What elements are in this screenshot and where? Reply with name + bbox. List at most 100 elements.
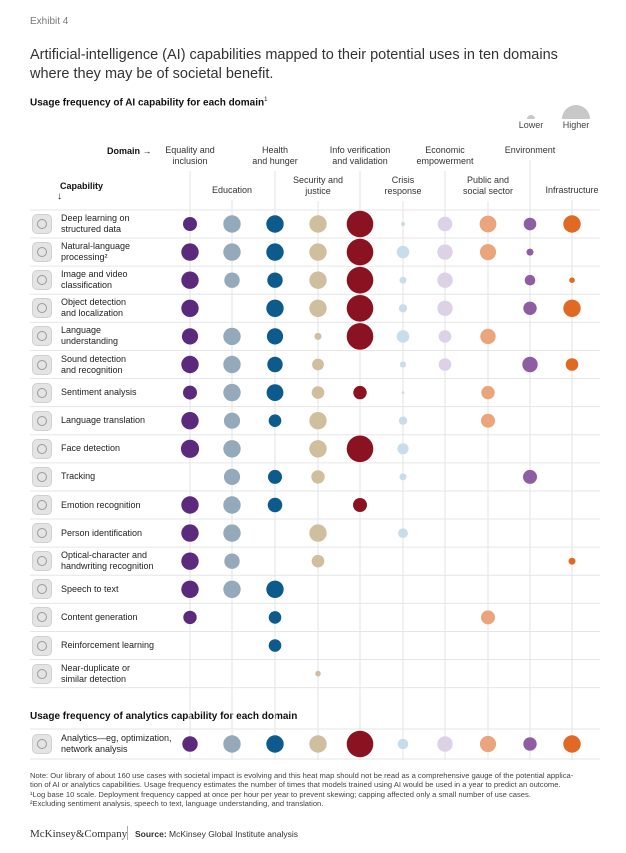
capability-label-line: Emotion recognition: [61, 499, 141, 510]
bubble: [267, 356, 283, 373]
capability-icon-glyph: [37, 359, 47, 370]
capability-label-line: Deep learning on: [61, 213, 130, 223]
capability-label-6: Sentiment analysis: [61, 387, 137, 398]
bubble: [266, 299, 284, 317]
capability-icon: [32, 607, 52, 628]
capability-icon-glyph: [37, 668, 47, 679]
capability-label-3: Object detection and localization: [61, 297, 126, 319]
domain-label-line: inclusion: [172, 156, 208, 166]
bubble: [223, 468, 241, 485]
domain-key-label: Domain →: [107, 146, 152, 156]
capability-label-0: Deep learning on structured data: [61, 213, 130, 235]
capability-icon: [32, 734, 52, 754]
note-line: ¹Log base 10 scale. Deployment frequency…: [30, 789, 531, 799]
bubble: [399, 473, 407, 481]
bubble: [437, 736, 453, 752]
domain-label-line: response: [384, 186, 422, 196]
bubble: [183, 610, 197, 625]
bubble: [398, 304, 408, 313]
domain-label-line: justice: [305, 186, 331, 196]
capability-label-5: Sound detection and recognition: [61, 354, 126, 376]
capability-label-line: Content generation: [61, 611, 138, 622]
bubble: [437, 244, 453, 260]
capability-icon: [32, 326, 52, 347]
bubble: [353, 498, 367, 512]
bubble: [309, 440, 327, 458]
bubble: [438, 358, 452, 371]
legend-lower-symbol: [527, 115, 535, 119]
bubble: [223, 440, 241, 458]
capability-label-line: Object detection: [61, 297, 127, 308]
bubble: [480, 328, 496, 345]
domain-label-line: Security and: [292, 175, 344, 185]
note: Note: Our library of about 160 use cases…: [30, 771, 605, 809]
capability-icon: [32, 382, 52, 403]
bubble: [266, 735, 284, 753]
capability-label-1: Natural-language processing²: [61, 241, 130, 263]
capability-label-15: Reinforcement learning: [61, 640, 154, 651]
capability-label-7: Language translation: [61, 415, 145, 426]
capability-icon: [32, 466, 52, 487]
capability-icon-glyph: [37, 275, 47, 286]
bubble: [481, 385, 495, 400]
bubble: [223, 243, 241, 261]
bubble: [223, 383, 241, 402]
capability-key-label: Capability: [60, 181, 104, 191]
bubble: [181, 552, 199, 570]
bubble: [346, 730, 374, 758]
domain-label-line: and hunger: [252, 156, 298, 166]
capability-icon: [32, 438, 52, 459]
capability-icon-glyph: [37, 584, 47, 595]
bubble: [437, 300, 453, 316]
bubble: [223, 524, 241, 542]
footer-brand-logo: McKinsey&Company: [30, 828, 128, 840]
bubble: [346, 266, 374, 294]
domain-label-4: Info verification and validation: [315, 145, 405, 167]
capability-label-line: Image and video: [61, 269, 128, 280]
bubble: [181, 580, 199, 598]
capability-icon-glyph: [37, 387, 47, 398]
domain-label-line: and validation: [332, 156, 388, 166]
bubble: [563, 735, 581, 753]
bubble: [311, 386, 325, 399]
bubble: [315, 670, 321, 677]
bubble: [181, 412, 199, 430]
bubble: [182, 736, 198, 752]
bubble: [523, 217, 537, 231]
capability-label-line: processing²: [61, 252, 108, 263]
capability-label-line: similar detection: [61, 673, 127, 684]
capability-label-line: structured data: [61, 224, 122, 234]
legend-higher-label: Higher: [562, 120, 590, 130]
capability-label-line: Natural-language: [61, 241, 131, 252]
bubble: [396, 330, 410, 343]
domain-label-line: Infrastructure: [545, 185, 599, 195]
capability-icon-glyph: [37, 739, 47, 749]
capability-label-line: and recognition: [61, 364, 123, 375]
capability-label-4: Language understanding: [61, 325, 118, 347]
bubble: [524, 274, 536, 286]
domain-label-8: Environment: [485, 145, 575, 156]
bubble: [523, 469, 537, 484]
capability-label-9: Tracking: [61, 471, 95, 482]
capability-label-line: Near-duplicate or: [61, 662, 131, 673]
capability-label-line: Person identification: [61, 527, 143, 538]
note-line: Note: Our library of about 160 use cases…: [30, 771, 574, 780]
bubble: [309, 735, 327, 753]
capability-label-10: Emotion recognition: [61, 500, 141, 511]
bubble: [268, 469, 282, 484]
capability-icon-glyph: [37, 528, 47, 539]
capability-icon: [32, 579, 52, 600]
bubble: [397, 443, 409, 455]
bubble: [314, 332, 322, 340]
legend-higher-symbol: [562, 105, 590, 119]
footer-source-label: Source:: [135, 829, 167, 839]
bubble: [479, 735, 497, 753]
bubble: [437, 216, 453, 232]
bubble: [268, 414, 282, 428]
bubble: [398, 416, 408, 425]
bubble: [311, 554, 325, 568]
bubble: [267, 497, 283, 513]
capability-icon: [32, 354, 52, 375]
bubble: [268, 611, 282, 624]
bubble: [398, 528, 408, 538]
